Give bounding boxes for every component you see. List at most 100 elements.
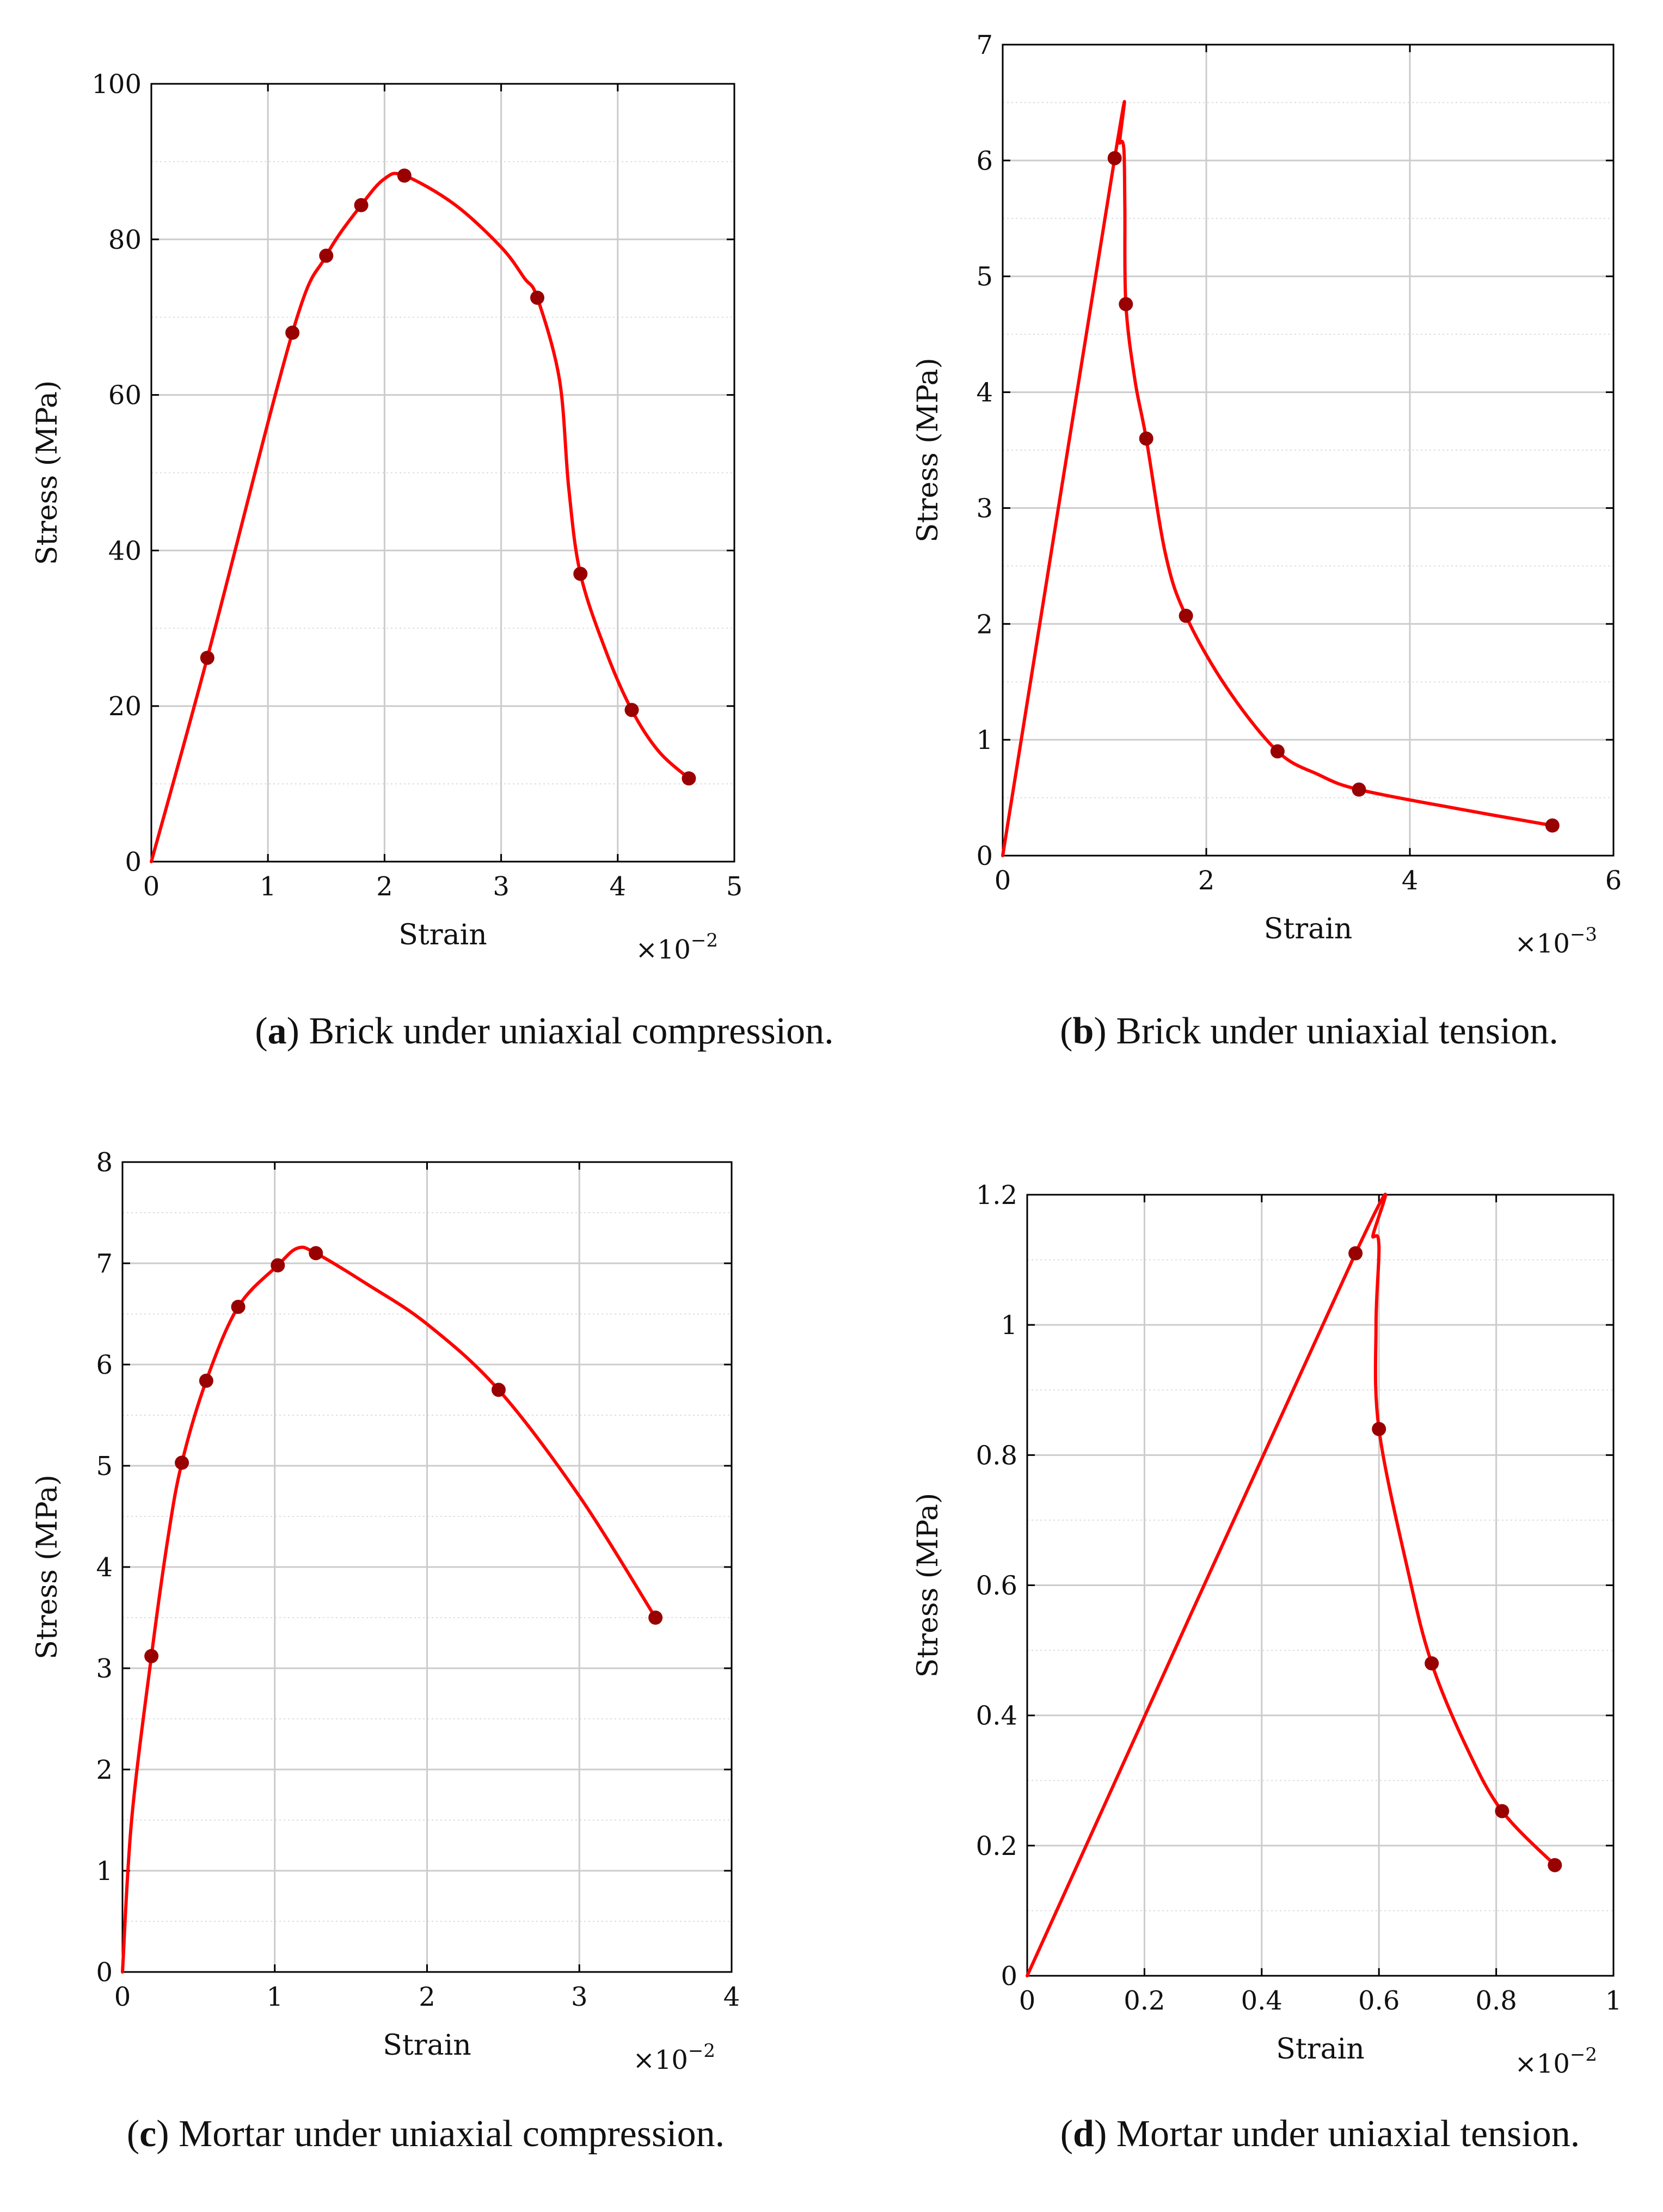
data-point bbox=[309, 1246, 323, 1261]
x-tick-label: 0.6 bbox=[1358, 1986, 1400, 2016]
caption-letter: b bbox=[1072, 1010, 1094, 1052]
data-series-line bbox=[1026, 1193, 1557, 1977]
caption-open-paren: ( bbox=[255, 1010, 267, 1052]
x-tick-label: 2 bbox=[419, 1982, 435, 2012]
y-tick-label: 0.2 bbox=[976, 1831, 1017, 1861]
y-tick-label: 8 bbox=[96, 1147, 113, 1178]
figure-caption: (a) Brick under uniaxial compression. bbox=[255, 1010, 833, 1052]
y-axis-label: Stress (MPa) bbox=[31, 1474, 64, 1660]
y-tick-label: 0.4 bbox=[976, 1701, 1017, 1731]
data-point bbox=[682, 771, 696, 786]
chart-c: 0 1 2 3 4 0 1 2 3 4 5 6 7 8 Strain Stress (MPa) ×10−2 (c)… bbox=[31, 1147, 740, 2155]
x-tick-label: 3 bbox=[571, 1982, 588, 2012]
caption-text: Brick under uniaxial compression. bbox=[299, 1010, 834, 1052]
x-tick-label: 4 bbox=[723, 1982, 740, 2012]
x-tick-label: 4 bbox=[1402, 865, 1419, 896]
x-multiplier-label: ×10−2 bbox=[633, 2040, 715, 2075]
y-tick-label: 0 bbox=[96, 1957, 113, 1988]
x-axis-label: Strain bbox=[1264, 913, 1353, 945]
data-point bbox=[530, 290, 545, 305]
y-tick-label: 3 bbox=[96, 1654, 113, 1684]
data-point bbox=[1179, 609, 1193, 623]
chart-a: 0 1 2 3 4 5 0 20 40 60 80 100 Strain Stress (MPa) ×10−… bbox=[31, 69, 834, 1052]
data-point bbox=[231, 1299, 246, 1314]
y-tick-label: 4 bbox=[96, 1552, 113, 1583]
data-point bbox=[200, 650, 214, 665]
data-point bbox=[648, 1611, 663, 1625]
x-tick-label: 0.4 bbox=[1241, 1986, 1282, 2016]
x-multiplier-base: ×10 bbox=[1515, 2049, 1570, 2079]
y-axis-label: Stress (MPa) bbox=[31, 380, 64, 566]
data-series-line bbox=[150, 171, 691, 863]
y-tick-label: 80 bbox=[108, 225, 142, 255]
x-multiplier-base: ×10 bbox=[1515, 929, 1570, 959]
x-multiplier-base: ×10 bbox=[636, 935, 691, 965]
data-point bbox=[271, 1258, 285, 1273]
data-point bbox=[491, 1382, 506, 1397]
x-multiplier-label: ×10−2 bbox=[1515, 2044, 1597, 2079]
y-tick-label: 1 bbox=[96, 1856, 113, 1887]
y-tick-label: 0.6 bbox=[976, 1571, 1017, 1601]
data-point bbox=[1545, 818, 1560, 833]
data-point bbox=[397, 168, 412, 183]
x-tick-label: 0 bbox=[143, 871, 160, 902]
y-axis-label: Stress (MPa) bbox=[912, 1493, 944, 1678]
figure-caption: (b) Brick under uniaxial tension. bbox=[1060, 1010, 1558, 1052]
caption-close-paren: ) bbox=[1094, 2113, 1107, 2155]
data-point bbox=[1548, 1858, 1562, 1872]
x-tick-label: 0.2 bbox=[1124, 1986, 1165, 2016]
y-tick-label: 6 bbox=[976, 146, 993, 176]
y-tick-label: 1 bbox=[976, 725, 993, 755]
x-axis-label: Strain bbox=[1276, 2033, 1365, 2066]
x-tick-label: 2 bbox=[376, 871, 393, 902]
y-tick-label: 5 bbox=[96, 1451, 113, 1482]
data-series-line bbox=[1001, 100, 1554, 857]
y-tick-label: 100 bbox=[91, 69, 142, 100]
data-point bbox=[1119, 297, 1133, 311]
caption-close-paren: ) bbox=[156, 2113, 169, 2155]
data-point bbox=[285, 325, 300, 340]
y-tick-label: 0 bbox=[976, 841, 993, 871]
x-tick-label: 6 bbox=[1605, 865, 1622, 896]
y-tick-label: 7 bbox=[976, 30, 993, 60]
x-tick-label: 1 bbox=[1605, 1986, 1622, 2016]
y-tick-label: 3 bbox=[976, 493, 993, 524]
data-point bbox=[1139, 431, 1153, 446]
x-multiplier-label: ×10−2 bbox=[636, 930, 718, 965]
data-point bbox=[175, 1455, 189, 1470]
y-tick-label: 6 bbox=[96, 1350, 113, 1380]
figure-caption: (c) Mortar under uniaxial compression. bbox=[127, 2113, 725, 2155]
data-point bbox=[1495, 1804, 1509, 1818]
x-tick-label: 0 bbox=[114, 1982, 131, 2012]
data-point bbox=[1107, 151, 1122, 165]
plot-frame bbox=[150, 83, 735, 863]
caption-text: Brick under uniaxial tension. bbox=[1107, 1010, 1558, 1052]
data-point bbox=[1372, 1422, 1386, 1436]
data-point bbox=[1270, 744, 1285, 759]
y-tick-label: 4 bbox=[976, 378, 993, 408]
data-point bbox=[1348, 1246, 1363, 1261]
y-tick-label: 2 bbox=[96, 1755, 113, 1785]
caption-text: Mortar under uniaxial compression. bbox=[169, 2113, 725, 2155]
figure-caption: (d) Mortar under uniaxial tension. bbox=[1060, 2113, 1580, 2155]
caption-close-paren: ) bbox=[1094, 1010, 1106, 1052]
caption-letter: a bbox=[268, 1010, 287, 1052]
plot-frame bbox=[1002, 44, 1615, 857]
caption-open-paren: ( bbox=[127, 2113, 139, 2155]
y-tick-label: 20 bbox=[108, 691, 142, 722]
x-multiplier-base: ×10 bbox=[633, 2045, 688, 2075]
x-multiplier-exponent: −2 bbox=[688, 2040, 715, 2062]
data-point bbox=[199, 1373, 213, 1388]
caption-open-paren: ( bbox=[1060, 2113, 1073, 2155]
x-axis-label: Strain bbox=[398, 919, 487, 951]
y-tick-label: 5 bbox=[976, 262, 993, 292]
x-multiplier-exponent: −2 bbox=[691, 930, 718, 951]
data-point bbox=[624, 703, 639, 717]
caption-open-paren: ( bbox=[1060, 1010, 1072, 1052]
x-tick-label: 1 bbox=[260, 871, 277, 902]
y-tick-label: 1 bbox=[1001, 1310, 1017, 1341]
caption-letter: c bbox=[139, 2113, 156, 2155]
y-tick-label: 7 bbox=[96, 1249, 113, 1279]
x-tick-label: 4 bbox=[610, 871, 627, 902]
y-tick-label: 60 bbox=[108, 380, 142, 411]
